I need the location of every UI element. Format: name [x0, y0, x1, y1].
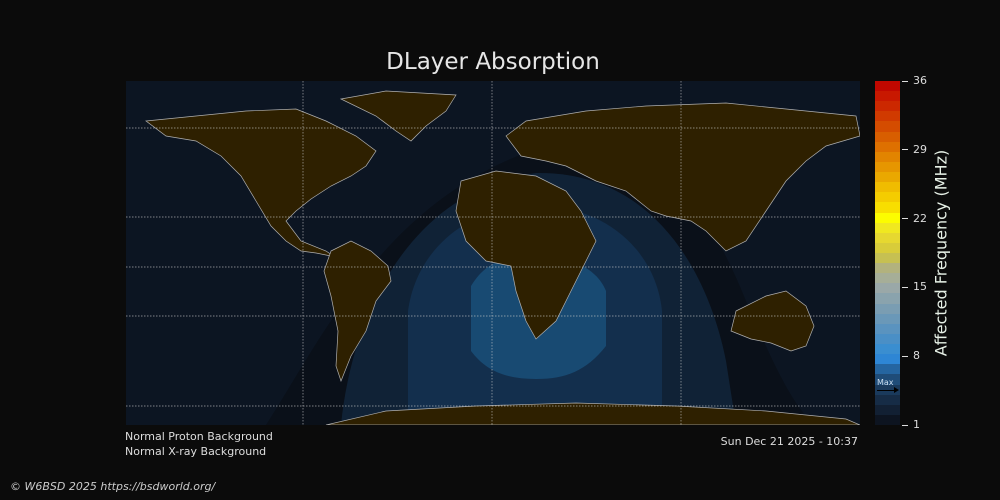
- north-america: [145, 108, 377, 262]
- south-america: [323, 240, 392, 383]
- africa: [455, 170, 597, 340]
- colorbar-tick: 22: [902, 212, 927, 225]
- colorbar-segment: [875, 384, 900, 396]
- chart-title: DLayer Absorption: [386, 49, 600, 75]
- colorbar-segment: [875, 333, 900, 345]
- colorbar-segment: [875, 394, 900, 406]
- colorbar-segment: [875, 111, 900, 122]
- colorbar-segment: [875, 121, 900, 133]
- colorbar-tick: 36: [902, 74, 927, 87]
- colorbar-segment: [875, 273, 900, 284]
- graticule: [126, 81, 860, 425]
- colorbar-tick: 8: [902, 349, 920, 362]
- colorbar-segment: [875, 222, 900, 234]
- colorbar-segment: [875, 263, 900, 274]
- colorbar-segment: [875, 101, 900, 112]
- absorption-map: [126, 81, 860, 425]
- colorbar-segment: [875, 344, 900, 355]
- colorbar-segment: [875, 404, 900, 416]
- colorbar-segment: [875, 161, 900, 173]
- xray-status: Normal X-ray Background: [125, 445, 267, 458]
- colorbar-segment: [875, 253, 900, 264]
- colorbar-segment: [875, 202, 900, 214]
- colorbar-segment: [875, 242, 900, 254]
- colorbar-segment: [875, 141, 900, 153]
- colorbar-tick: 29: [902, 143, 927, 156]
- proton-status: Normal Proton Background: [125, 430, 273, 443]
- colorbar-segment: [875, 212, 900, 224]
- colorbar-segment: [875, 293, 900, 305]
- colorbar-segment: [875, 374, 900, 386]
- colorbar-segment: [875, 323, 900, 335]
- colorbar-segment: [875, 232, 900, 244]
- colorbar-segment: [875, 172, 900, 183]
- colorbar-segment: [875, 354, 900, 365]
- colorbar-segment: [875, 414, 900, 426]
- australia: [730, 290, 815, 352]
- colorbar-segment: [875, 192, 900, 203]
- colorbar-segment: [875, 303, 900, 315]
- colorbar-segment: [875, 364, 900, 375]
- colorbar-tick: 1: [902, 418, 920, 431]
- timestamp: Sun Dec 21 2025 - 10:37: [720, 435, 858, 448]
- max-marker-label: Max: [877, 378, 894, 387]
- colorbar-segment: [875, 131, 900, 143]
- copyright: © W6BSD 2025 https://bsdworld.org/: [10, 480, 216, 493]
- colorbar-segment: [875, 81, 900, 92]
- colorbar: [875, 81, 900, 426]
- eurasia: [505, 102, 860, 252]
- greenland: [339, 90, 457, 142]
- colorbar-label: Affected Frequency (MHz): [931, 149, 951, 357]
- colorbar-segment: [875, 283, 900, 294]
- colorbar-segment: [875, 313, 900, 325]
- colorbar-segment: [875, 151, 900, 163]
- colorbar-tick: 15: [902, 280, 927, 293]
- colorbar-segment: [875, 182, 900, 193]
- max-arrow-icon: [877, 387, 899, 393]
- colorbar-segment: [875, 91, 900, 102]
- continents: [145, 90, 860, 425]
